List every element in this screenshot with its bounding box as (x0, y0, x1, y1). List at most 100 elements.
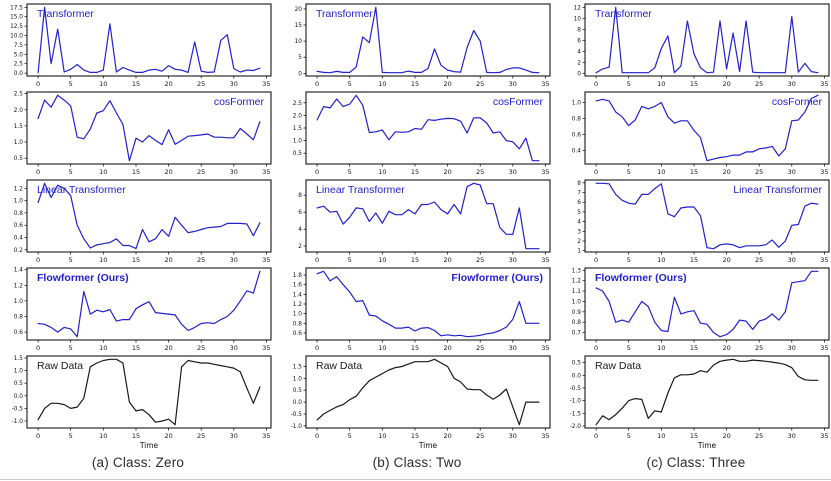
svg-text:6: 6 (577, 38, 581, 44)
svg-text:4: 4 (298, 227, 302, 233)
svg-text:20: 20 (443, 168, 451, 176)
chart-c-cosformer: 0.4 0.6 0.8 1.0 0 5 10 15 20 25 30 35 cosFormer (560, 90, 831, 176)
svg-text:0.4: 0.4 (14, 236, 24, 242)
svg-text:1.0: 1.0 (14, 199, 24, 205)
svg-text:30: 30 (230, 432, 238, 440)
svg-text:0: 0 (315, 168, 319, 176)
svg-text:1.0: 1.0 (572, 101, 582, 107)
svg-text:-1.0: -1.0 (12, 419, 24, 425)
svg-text:35: 35 (541, 168, 549, 176)
svg-text:10: 10 (657, 432, 665, 440)
svg-text:0.9: 0.9 (572, 310, 582, 316)
svg-text:10: 10 (99, 432, 107, 440)
svg-text:2.5: 2.5 (14, 92, 24, 98)
svg-text:5: 5 (348, 168, 352, 176)
svg-text:2.5: 2.5 (14, 62, 24, 68)
svg-text:12: 12 (574, 5, 582, 11)
svg-text:Flowformer (Ours): Flowformer (Ours) (37, 272, 129, 284)
line-plot-svg: 2 4 6 8 0 5 10 15 20 25 30 35 Linear Transformer (298, 179, 551, 264)
svg-text:cosFormer: cosFormer (772, 96, 823, 108)
svg-text:1.4: 1.4 (293, 292, 303, 298)
svg-text:1.5: 1.5 (14, 356, 24, 362)
line-plot-svg: 0.6 0.8 1.0 1.2 1.4 0 5 10 15 20 25 30 35 Flowformer … (14, 267, 272, 352)
svg-text:0: 0 (36, 344, 40, 352)
svg-text:0: 0 (36, 168, 40, 176)
svg-text:25: 25 (755, 432, 763, 440)
svg-text:20: 20 (722, 256, 730, 264)
svg-text:0: 0 (594, 168, 598, 176)
svg-text:30: 30 (509, 80, 517, 88)
svg-text:15: 15 (411, 80, 419, 88)
svg-text:25: 25 (755, 80, 763, 88)
svg-text:25: 25 (755, 344, 763, 352)
svg-text:5: 5 (627, 432, 631, 440)
svg-text:5: 5 (627, 80, 631, 88)
chart-c-transformer: 0 2 4 6 8 10 12 0 5 10 15 20 25 30 35 Transformer (560, 2, 831, 88)
svg-text:20: 20 (443, 80, 451, 88)
svg-text:0: 0 (594, 432, 598, 440)
svg-text:2.0: 2.0 (293, 113, 303, 119)
svg-text:20: 20 (164, 432, 172, 440)
svg-text:2: 2 (577, 60, 581, 66)
svg-text:5: 5 (348, 344, 352, 352)
svg-text:35: 35 (541, 256, 549, 264)
svg-text:35: 35 (262, 432, 270, 440)
model-attention-comparison-figure: 0.0 2.5 5.0 7.5 10.0 12.5 15.0 17.5 0 5 10 15 20 25 30… (10, 2, 831, 470)
svg-text:0: 0 (577, 71, 581, 77)
svg-text:0.0: 0.0 (14, 394, 24, 400)
svg-text:30: 30 (509, 432, 517, 440)
svg-text:15: 15 (690, 344, 698, 352)
svg-text:5: 5 (69, 256, 73, 264)
svg-text:30: 30 (230, 256, 238, 264)
svg-text:-1.5: -1.5 (570, 411, 582, 417)
svg-text:5: 5 (69, 80, 73, 88)
svg-text:2.0: 2.0 (14, 108, 24, 114)
svg-text:1.0: 1.0 (293, 376, 303, 382)
svg-text:30: 30 (230, 80, 238, 88)
svg-text:6: 6 (298, 210, 302, 216)
svg-text:4: 4 (577, 220, 581, 226)
svg-text:15: 15 (411, 344, 419, 352)
svg-text:30: 30 (788, 80, 796, 88)
svg-text:0: 0 (36, 80, 40, 88)
svg-text:35: 35 (541, 344, 549, 352)
svg-text:30: 30 (230, 168, 238, 176)
svg-text:Flowformer (Ours): Flowformer (Ours) (595, 272, 687, 284)
svg-text:6: 6 (577, 200, 581, 206)
svg-text:2.5: 2.5 (293, 101, 303, 107)
svg-text:1.0: 1.0 (14, 299, 24, 305)
svg-text:0.6: 0.6 (572, 132, 582, 138)
line-plot-svg: 0.4 0.6 0.8 1.0 0 5 10 15 20 25 30 35 cosFormer (572, 91, 830, 176)
svg-text:Raw Data: Raw Data (37, 360, 83, 372)
svg-text:10: 10 (378, 256, 386, 264)
svg-text:15: 15 (132, 80, 140, 88)
svg-text:1.3: 1.3 (572, 268, 582, 274)
svg-text:25: 25 (476, 432, 484, 440)
svg-text:30: 30 (509, 168, 517, 176)
svg-text:20: 20 (443, 256, 451, 264)
svg-text:0.5: 0.5 (293, 388, 303, 394)
svg-text:20: 20 (722, 80, 730, 88)
svg-text:30: 30 (788, 432, 796, 440)
svg-text:35: 35 (262, 168, 270, 176)
caption-class-three: (c) Class: Three (646, 455, 746, 470)
svg-text:cosFormer: cosFormer (214, 96, 265, 108)
svg-text:25: 25 (476, 168, 484, 176)
svg-text:1.6: 1.6 (293, 283, 303, 289)
svg-text:10: 10 (574, 16, 582, 22)
svg-text:15: 15 (132, 344, 140, 352)
svg-text:35: 35 (820, 256, 828, 264)
line-plot-svg: 0 5 10 15 20 0 5 10 15 20 25 30 35 Transformer (295, 3, 551, 88)
svg-text:15: 15 (411, 432, 419, 440)
chart-b-flowformer: 0.6 0.8 1.0 1.2 1.4 1.6 1.8 0 5 10 15 20 25 30 35 Flowf… (281, 266, 553, 352)
svg-text:20: 20 (164, 344, 172, 352)
svg-text:1.8: 1.8 (293, 273, 303, 279)
svg-text:0.0: 0.0 (14, 71, 24, 77)
svg-text:1.5: 1.5 (14, 124, 24, 130)
svg-text:25: 25 (755, 168, 763, 176)
svg-text:5: 5 (348, 432, 352, 440)
svg-text:0.4: 0.4 (572, 148, 582, 154)
svg-text:0.8: 0.8 (572, 116, 582, 122)
svg-text:1: 1 (577, 249, 581, 255)
svg-text:15: 15 (411, 168, 419, 176)
